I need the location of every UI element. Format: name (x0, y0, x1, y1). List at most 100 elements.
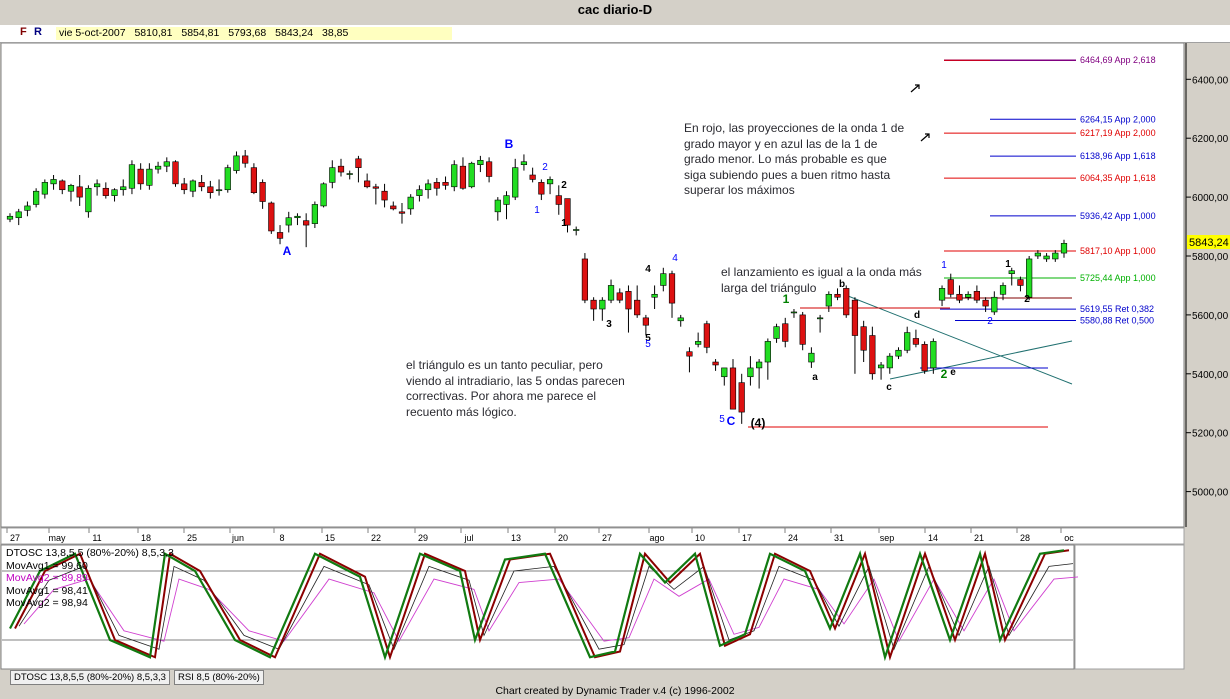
y-tick-label: 6000,00 (1192, 193, 1229, 204)
footer-credit: Chart created by Dynamic Trader v.4 (c) … (495, 685, 735, 697)
candle (390, 201, 397, 211)
level-label: 6264,15 App 2,000 (1080, 114, 1156, 124)
candle (59, 179, 66, 195)
candle (973, 285, 980, 304)
up-arrows (910, 84, 930, 142)
candle (224, 164, 231, 193)
candle (616, 288, 623, 304)
candle (303, 213, 310, 248)
quote-box: vie 5-oct-2007 5810,81 5854,81 5793,68 5… (56, 27, 452, 40)
candle (207, 180, 214, 199)
x-tick-label: 17 (742, 533, 752, 543)
candle (41, 179, 48, 199)
candle (529, 167, 536, 183)
tab-rsi[interactable]: RSI 8,5 (80%-20%) (174, 670, 264, 685)
candle (538, 179, 545, 201)
candle (703, 320, 710, 354)
r-toggle[interactable]: R (34, 26, 42, 38)
wave-label: e (950, 367, 956, 378)
candle (660, 267, 667, 292)
candle (860, 320, 867, 363)
candle (938, 285, 946, 307)
date-axis-labels: 27 may 11 18 25 jun 8 15 22 29 jul 13 20 27 ago 10 17 24 3… (6, 528, 1074, 543)
x-tick-label: jul (463, 533, 473, 543)
y-tick-label: 5800,00 (1192, 252, 1229, 263)
candle (337, 158, 345, 177)
level-label: 5619,55 Ret 0,382 (1080, 304, 1154, 314)
candle (520, 154, 528, 171)
x-tick-label: 13 (511, 533, 521, 543)
candle (991, 291, 998, 315)
level-label: 5817,10 App 1,000 (1080, 246, 1156, 256)
x-tick-label: sep (880, 533, 895, 543)
candle (1026, 256, 1033, 301)
candle (808, 347, 815, 368)
price-axis: 6400,00 6200,00 6000,00 5800,00 5600,00 5400,… (1186, 75, 1229, 499)
x-tick-label: 18 (141, 533, 151, 543)
x-tick-label: 11 (92, 533, 101, 543)
candle (877, 362, 885, 380)
candle (468, 161, 475, 189)
candle (94, 179, 101, 196)
candle (1052, 250, 1059, 262)
level-label: 5936,42 App 1,000 (1080, 211, 1156, 221)
candle (24, 201, 31, 217)
candle (102, 182, 109, 199)
quote-close: 5843,24 (275, 27, 314, 39)
candle (886, 353, 893, 374)
candle (50, 175, 57, 190)
wave-label: 5 (719, 414, 725, 425)
candle (407, 194, 414, 215)
tab-dtosc[interactable]: DTOSC 13,8,5,5 (80%-20%) 8,5,3,3 (10, 670, 170, 685)
candle (668, 270, 676, 318)
f-toggle[interactable]: F (20, 26, 27, 38)
candle (555, 185, 562, 215)
candle (259, 179, 266, 209)
oscillator-legend-item: DTOSC 13,8,5,5 (80%-20%) 8,5,3,3 (6, 547, 174, 559)
candle (128, 160, 136, 195)
candle (564, 198, 571, 233)
candle (747, 356, 754, 386)
candle (573, 226, 580, 236)
candle (546, 176, 554, 195)
wave-label: C (727, 414, 736, 428)
candle (120, 179, 127, 196)
candle (233, 151, 240, 174)
candle (965, 291, 972, 301)
candle (294, 213, 301, 226)
wave-label: A (283, 244, 292, 258)
oscillator-legend-item: MovAvg2 = 98,94 (6, 597, 88, 609)
price-panel (0, 43, 1185, 528)
level-label: 6138,96 App 1,618 (1080, 151, 1156, 161)
x-tick-label: 10 (695, 533, 705, 543)
level-label: 6217,19 App 2,000 (1080, 128, 1156, 138)
x-tick-label: ago (649, 533, 664, 543)
candle (67, 183, 75, 202)
candle (825, 291, 832, 312)
wave-label: c (886, 382, 892, 393)
candle (756, 359, 763, 389)
candle (355, 155, 362, 183)
candle (381, 183, 388, 208)
quote-date: vie 5-oct-2007 (59, 27, 126, 39)
candle (1008, 267, 1015, 286)
price-tag: 5843,24 (1187, 235, 1230, 249)
svg-text:5843,24: 5843,24 (1189, 237, 1229, 249)
candle (782, 317, 789, 348)
candle (364, 173, 371, 189)
candle (512, 158, 519, 201)
candle (485, 157, 493, 183)
candle (172, 160, 179, 187)
wave-label: B (505, 137, 514, 151)
wave-label: 1 (941, 260, 947, 271)
x-tick-label: 29 (418, 533, 428, 543)
wave-label: d (914, 310, 920, 321)
candle (947, 273, 954, 298)
level-label: 5580,88 Ret 0,500 (1080, 316, 1154, 326)
candle (816, 314, 824, 333)
candle (433, 177, 440, 196)
wave-label: b (839, 279, 845, 290)
candle (285, 211, 292, 233)
candle (163, 157, 170, 173)
wave-label: 3 (606, 319, 612, 330)
